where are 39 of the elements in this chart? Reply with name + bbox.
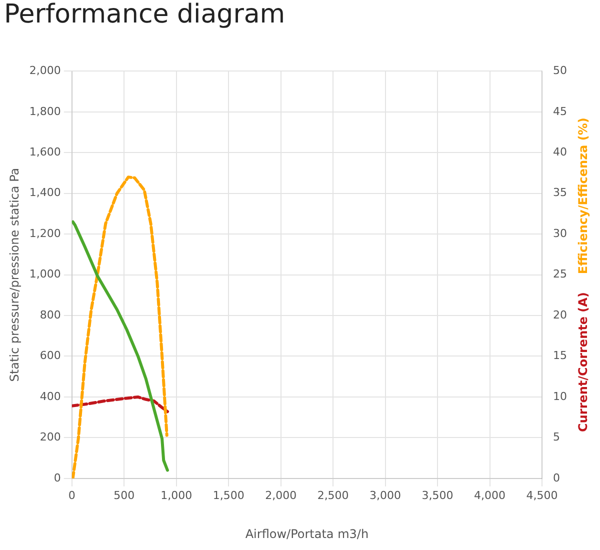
- chart-title: Performance diagram: [4, 0, 286, 30]
- y2-tick-label: 30: [553, 226, 568, 240]
- y2-tick-label: 5: [553, 430, 560, 444]
- y-tick-label: 1,400: [29, 186, 61, 200]
- line-series: [72, 395, 169, 414]
- x-tick-label: 3,000: [370, 488, 402, 502]
- x-tick-label: 2,500: [317, 488, 349, 502]
- x-tick-label: 4,000: [474, 488, 506, 502]
- y2-axis-title: Efficiency/Efficenza (%): [576, 118, 590, 274]
- line-series: [72, 176, 168, 478]
- y2-tick-label: 50: [553, 64, 568, 78]
- y2-tick-label: 15: [553, 349, 568, 362]
- x-tick-label: 500: [114, 488, 135, 502]
- y-tick-label: 1,200: [29, 226, 61, 240]
- y2-tick-label: 40: [553, 146, 568, 158]
- x-axis-title: Airflow/Portata m3/h: [245, 526, 369, 541]
- x-tick-label: 2,000: [265, 488, 297, 502]
- y-tick-label: 200: [40, 430, 61, 444]
- y-tick-label: 1,800: [29, 104, 61, 118]
- y3-axis-title: Current/Corrente (A): [576, 292, 590, 432]
- x-tick-label: 1,000: [160, 488, 192, 502]
- y2-tick-label: 35: [553, 186, 568, 200]
- y-tick-label: 1,600: [29, 146, 61, 158]
- y-tick-label: 0: [54, 471, 61, 484]
- x-tick-label: 4,500: [526, 488, 558, 502]
- y-tick-label: 2,000: [29, 64, 61, 78]
- y-tick-label: 600: [40, 349, 61, 362]
- y2-tick-label: 20: [553, 308, 568, 322]
- y-tick-label: 1,000: [29, 268, 61, 281]
- y2-tick-label: 10: [553, 390, 568, 403]
- y2-tick-label: 0: [553, 471, 560, 484]
- y2-tick-label: 45: [553, 104, 568, 118]
- y-tick-label: 400: [40, 390, 61, 403]
- y-tick-label: 800: [40, 308, 61, 322]
- y-axis-title: Static pressure/pressione statica Pa: [7, 168, 22, 382]
- y2-tick-label: 25: [553, 268, 568, 281]
- x-tick-label: 0: [68, 488, 76, 502]
- x-tick-label: 1,500: [212, 488, 244, 502]
- x-tick-label: 3,500: [422, 488, 454, 502]
